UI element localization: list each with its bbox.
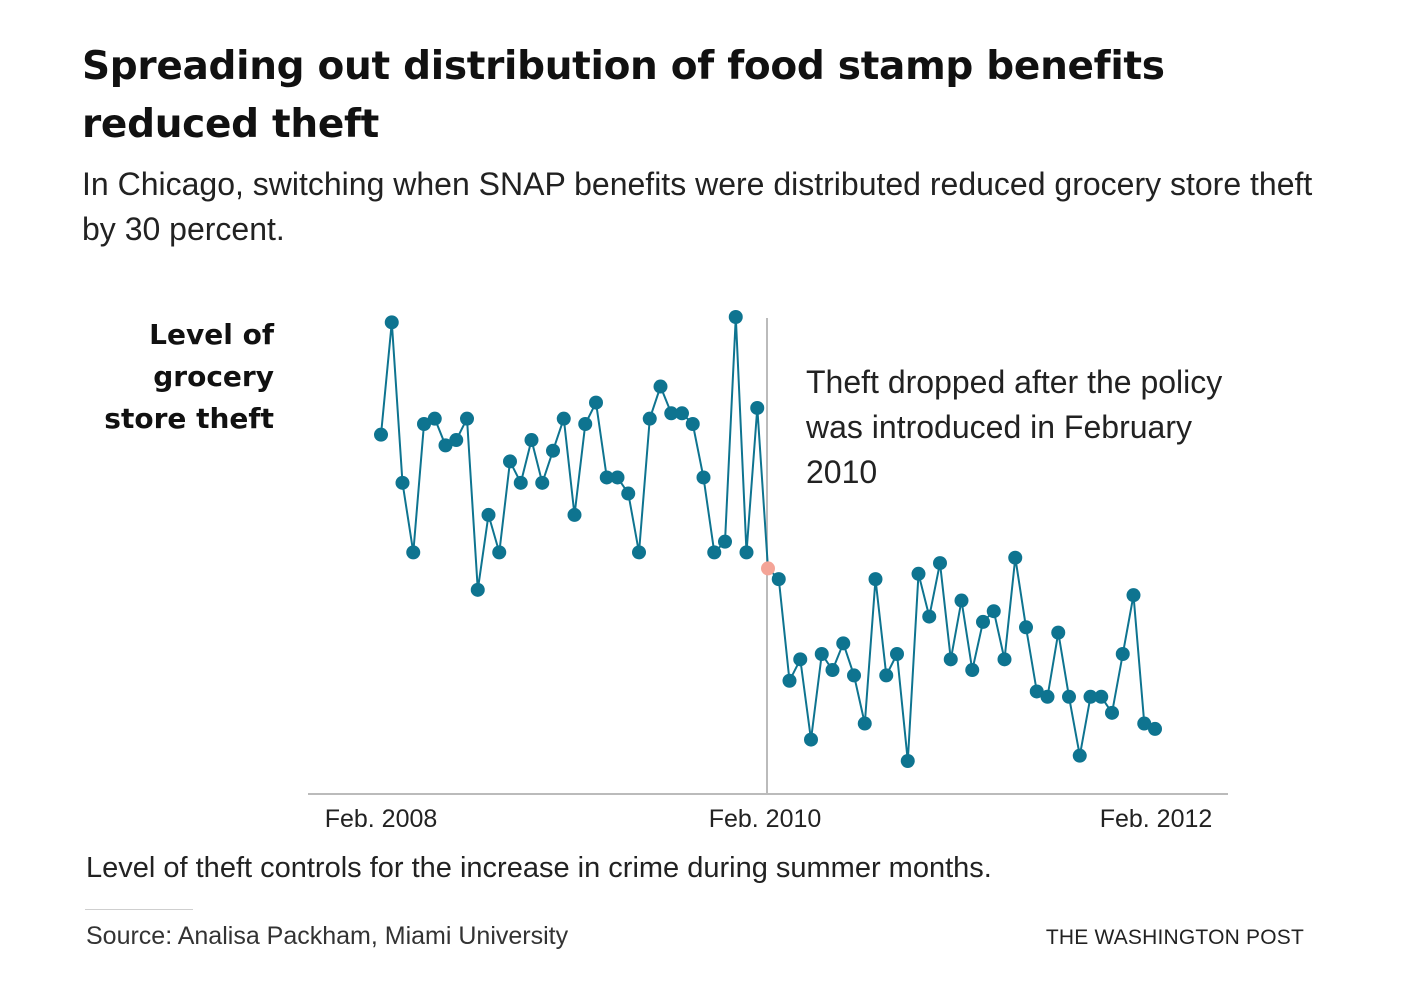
data-point <box>1019 620 1033 635</box>
data-point <box>610 470 625 485</box>
data-point <box>1094 689 1109 704</box>
data-point <box>890 647 904 662</box>
source-line: Source: Analisa Packham, Miami Universit… <box>86 922 569 950</box>
data-point <box>997 652 1012 667</box>
data-point <box>546 443 560 458</box>
data-point <box>664 406 679 421</box>
data-point <box>578 416 593 431</box>
data-point <box>718 534 732 549</box>
policy-start-point <box>761 561 775 576</box>
data-point <box>933 556 947 571</box>
data-point <box>1115 647 1130 662</box>
data-point <box>965 663 980 678</box>
data-point <box>513 475 528 490</box>
data-point <box>836 636 851 651</box>
data-point <box>1083 689 1098 704</box>
data-point <box>825 663 840 678</box>
x-axis-ticks: Feb. 2008 Feb. 2010 Feb. 2012 <box>325 805 1213 833</box>
data-point <box>1126 588 1141 603</box>
data-point <box>1148 721 1162 736</box>
data-point <box>374 427 388 442</box>
data-point <box>696 470 711 485</box>
x-tick-label: Feb. 2008 <box>325 805 438 833</box>
data-point <box>847 668 861 683</box>
data-point <box>1105 705 1119 720</box>
data-point <box>771 572 786 587</box>
data-point <box>492 545 507 560</box>
data-point <box>395 475 410 490</box>
data-point <box>481 507 496 522</box>
data-point <box>384 315 399 330</box>
data-point <box>621 486 636 501</box>
chart-title: Spreading out distribution of food stamp… <box>82 44 1165 147</box>
data-point <box>1072 748 1087 763</box>
publisher-credit: THE WASHINGTON POST <box>1045 926 1304 949</box>
data-point <box>449 433 464 448</box>
data-point <box>922 609 937 624</box>
data-point <box>1137 716 1152 731</box>
data-point <box>804 732 818 747</box>
data-point <box>406 545 421 560</box>
x-tick-label: Feb. 2012 <box>1100 805 1213 833</box>
data-point <box>943 652 958 667</box>
data-point <box>728 310 743 324</box>
data-point <box>782 673 797 688</box>
data-point <box>1051 625 1066 640</box>
data-point <box>599 470 614 485</box>
data-point <box>1062 689 1076 704</box>
data-point <box>1040 689 1055 704</box>
data-point <box>642 411 657 426</box>
data-points <box>374 310 1162 768</box>
data-point <box>814 647 829 662</box>
data-point <box>427 411 442 426</box>
y-axis-label: Level of grocery store theft <box>104 318 274 435</box>
data-point <box>868 572 883 587</box>
data-point <box>986 604 1001 619</box>
footnote: Level of theft controls for the increase… <box>86 852 992 884</box>
data-point <box>470 582 485 597</box>
data-point <box>879 668 894 683</box>
data-point <box>653 379 668 394</box>
data-point <box>793 652 808 667</box>
data-point <box>857 716 872 731</box>
data-point <box>739 545 754 560</box>
data-point <box>589 395 603 410</box>
data-point <box>1029 684 1044 699</box>
data-point <box>632 545 646 560</box>
data-point <box>417 416 431 431</box>
data-point <box>750 400 765 415</box>
data-point <box>976 614 990 629</box>
data-point <box>460 411 474 426</box>
data-point <box>1008 550 1023 565</box>
data-point <box>567 507 582 522</box>
x-tick-label: Feb. 2010 <box>709 805 822 833</box>
data-point <box>438 438 453 453</box>
data-point <box>707 545 722 560</box>
data-point <box>911 566 926 581</box>
policy-annotation: Theft dropped after the policy was intro… <box>806 364 1223 490</box>
data-point <box>954 593 969 608</box>
data-point <box>524 433 539 448</box>
data-point <box>535 475 550 490</box>
data-point <box>685 416 700 431</box>
data-point <box>503 454 517 469</box>
chart-subtitle: In Chicago, switching when SNAP benefits… <box>82 166 1313 247</box>
data-point <box>556 411 571 426</box>
divider <box>85 909 193 910</box>
data-point <box>900 754 915 768</box>
data-point <box>675 406 689 421</box>
